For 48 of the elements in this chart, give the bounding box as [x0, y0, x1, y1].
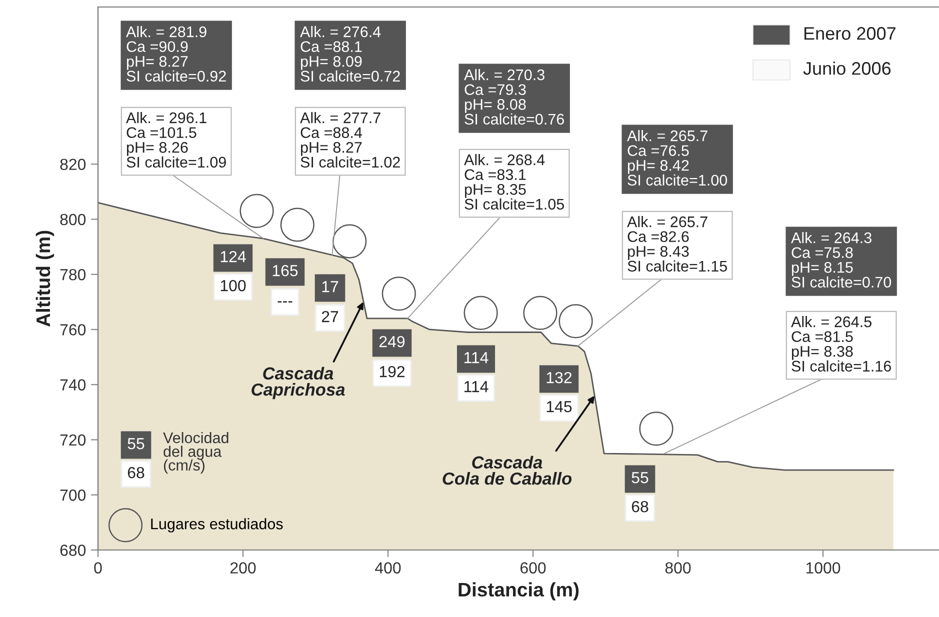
y-tick-label: 720	[60, 434, 86, 446]
annotation: Alk. = 265.7 Ca =76.5 pH= 8.42 SI calcite=1.00	[627, 130, 728, 186]
annotation: Alk. = 270.3 Ca =79.3 pH= 8.08 SI calcite=0.76	[464, 69, 564, 125]
y-axis-title: Altitud (m)	[36, 230, 54, 327]
annotation: 114	[464, 381, 488, 392]
x-tick-label: 0	[94, 562, 102, 574]
annotation: 114	[464, 352, 488, 364]
x-tick-label: 200	[230, 562, 256, 574]
legend-label: Lugares estudiados	[151, 518, 283, 532]
annotation: 132	[546, 372, 572, 384]
y-tick-label: 780	[60, 269, 86, 280]
y-tick-label: 740	[60, 379, 86, 391]
annotation: Cascada Cola de Caballo	[442, 456, 572, 485]
x-axis-title: Distancia (m)	[458, 582, 579, 600]
annotation: Cascada Caprichosa	[252, 366, 345, 400]
annotation: Alk. = 268.4 Ca =83.1 pH= 8.35 SI calcite=1.05	[464, 154, 564, 210]
y-tick-label: 680	[60, 544, 86, 556]
annotation: 55	[128, 438, 144, 450]
y-tick-label: 800	[60, 214, 86, 226]
annotation: Alk. = 281.9 Ca =90.9 pH= 8.27 SI calcite=0.92	[126, 26, 226, 82]
annotation: 68	[632, 500, 648, 512]
annotation: Junio 2006	[803, 62, 891, 75]
annotation: 68	[128, 466, 144, 478]
annotation: 124	[220, 250, 246, 262]
x-tick-label: 600	[520, 562, 546, 574]
annotation: Alk. = 264.5 Ca =81.5 pH= 8.38 SI calcite=1.16	[791, 316, 891, 372]
x-tick-label: 1000	[806, 562, 840, 574]
annotation: 165	[272, 264, 298, 276]
annotation: 249	[379, 336, 405, 348]
y-tick-label: 700	[60, 490, 86, 501]
annotation: 145	[546, 401, 572, 412]
annotation: Alk. = 296.1 Ca =101.5 pH= 8.26 SI calcite=1.09	[126, 112, 226, 168]
annotation: 100	[220, 280, 246, 292]
x-tick-label: 400	[375, 562, 401, 574]
annotation: Velocidad del agua (cm/s)	[163, 432, 228, 474]
annotation: 17	[322, 281, 338, 292]
x-tick-label: 800	[665, 562, 691, 574]
annotation: 192	[380, 366, 405, 378]
annotation: Alk. = 276.4 Ca =88.1 pH= 8.09 SI calcite=0.72	[300, 26, 400, 82]
annotation: Alk. = 265.7 Ca =82.6 pH= 8.43 SI calcite=1.15	[627, 216, 727, 272]
y-tick-label: 820	[60, 158, 86, 170]
annotation: Alk. = 264.3 Ca =75.8 pH= 8.15 SI calcite=0.70	[791, 232, 892, 288]
annotation: 55	[632, 472, 648, 484]
annotation: 27	[322, 310, 338, 322]
annotation: Alk. = 277.7 Ca =88.4 pH= 8.27 SI calcite=1.02	[300, 112, 400, 168]
annotation: ---	[278, 301, 292, 303]
y-tick-label: 760	[60, 324, 86, 336]
annotation: Enero 2007	[804, 27, 896, 40]
